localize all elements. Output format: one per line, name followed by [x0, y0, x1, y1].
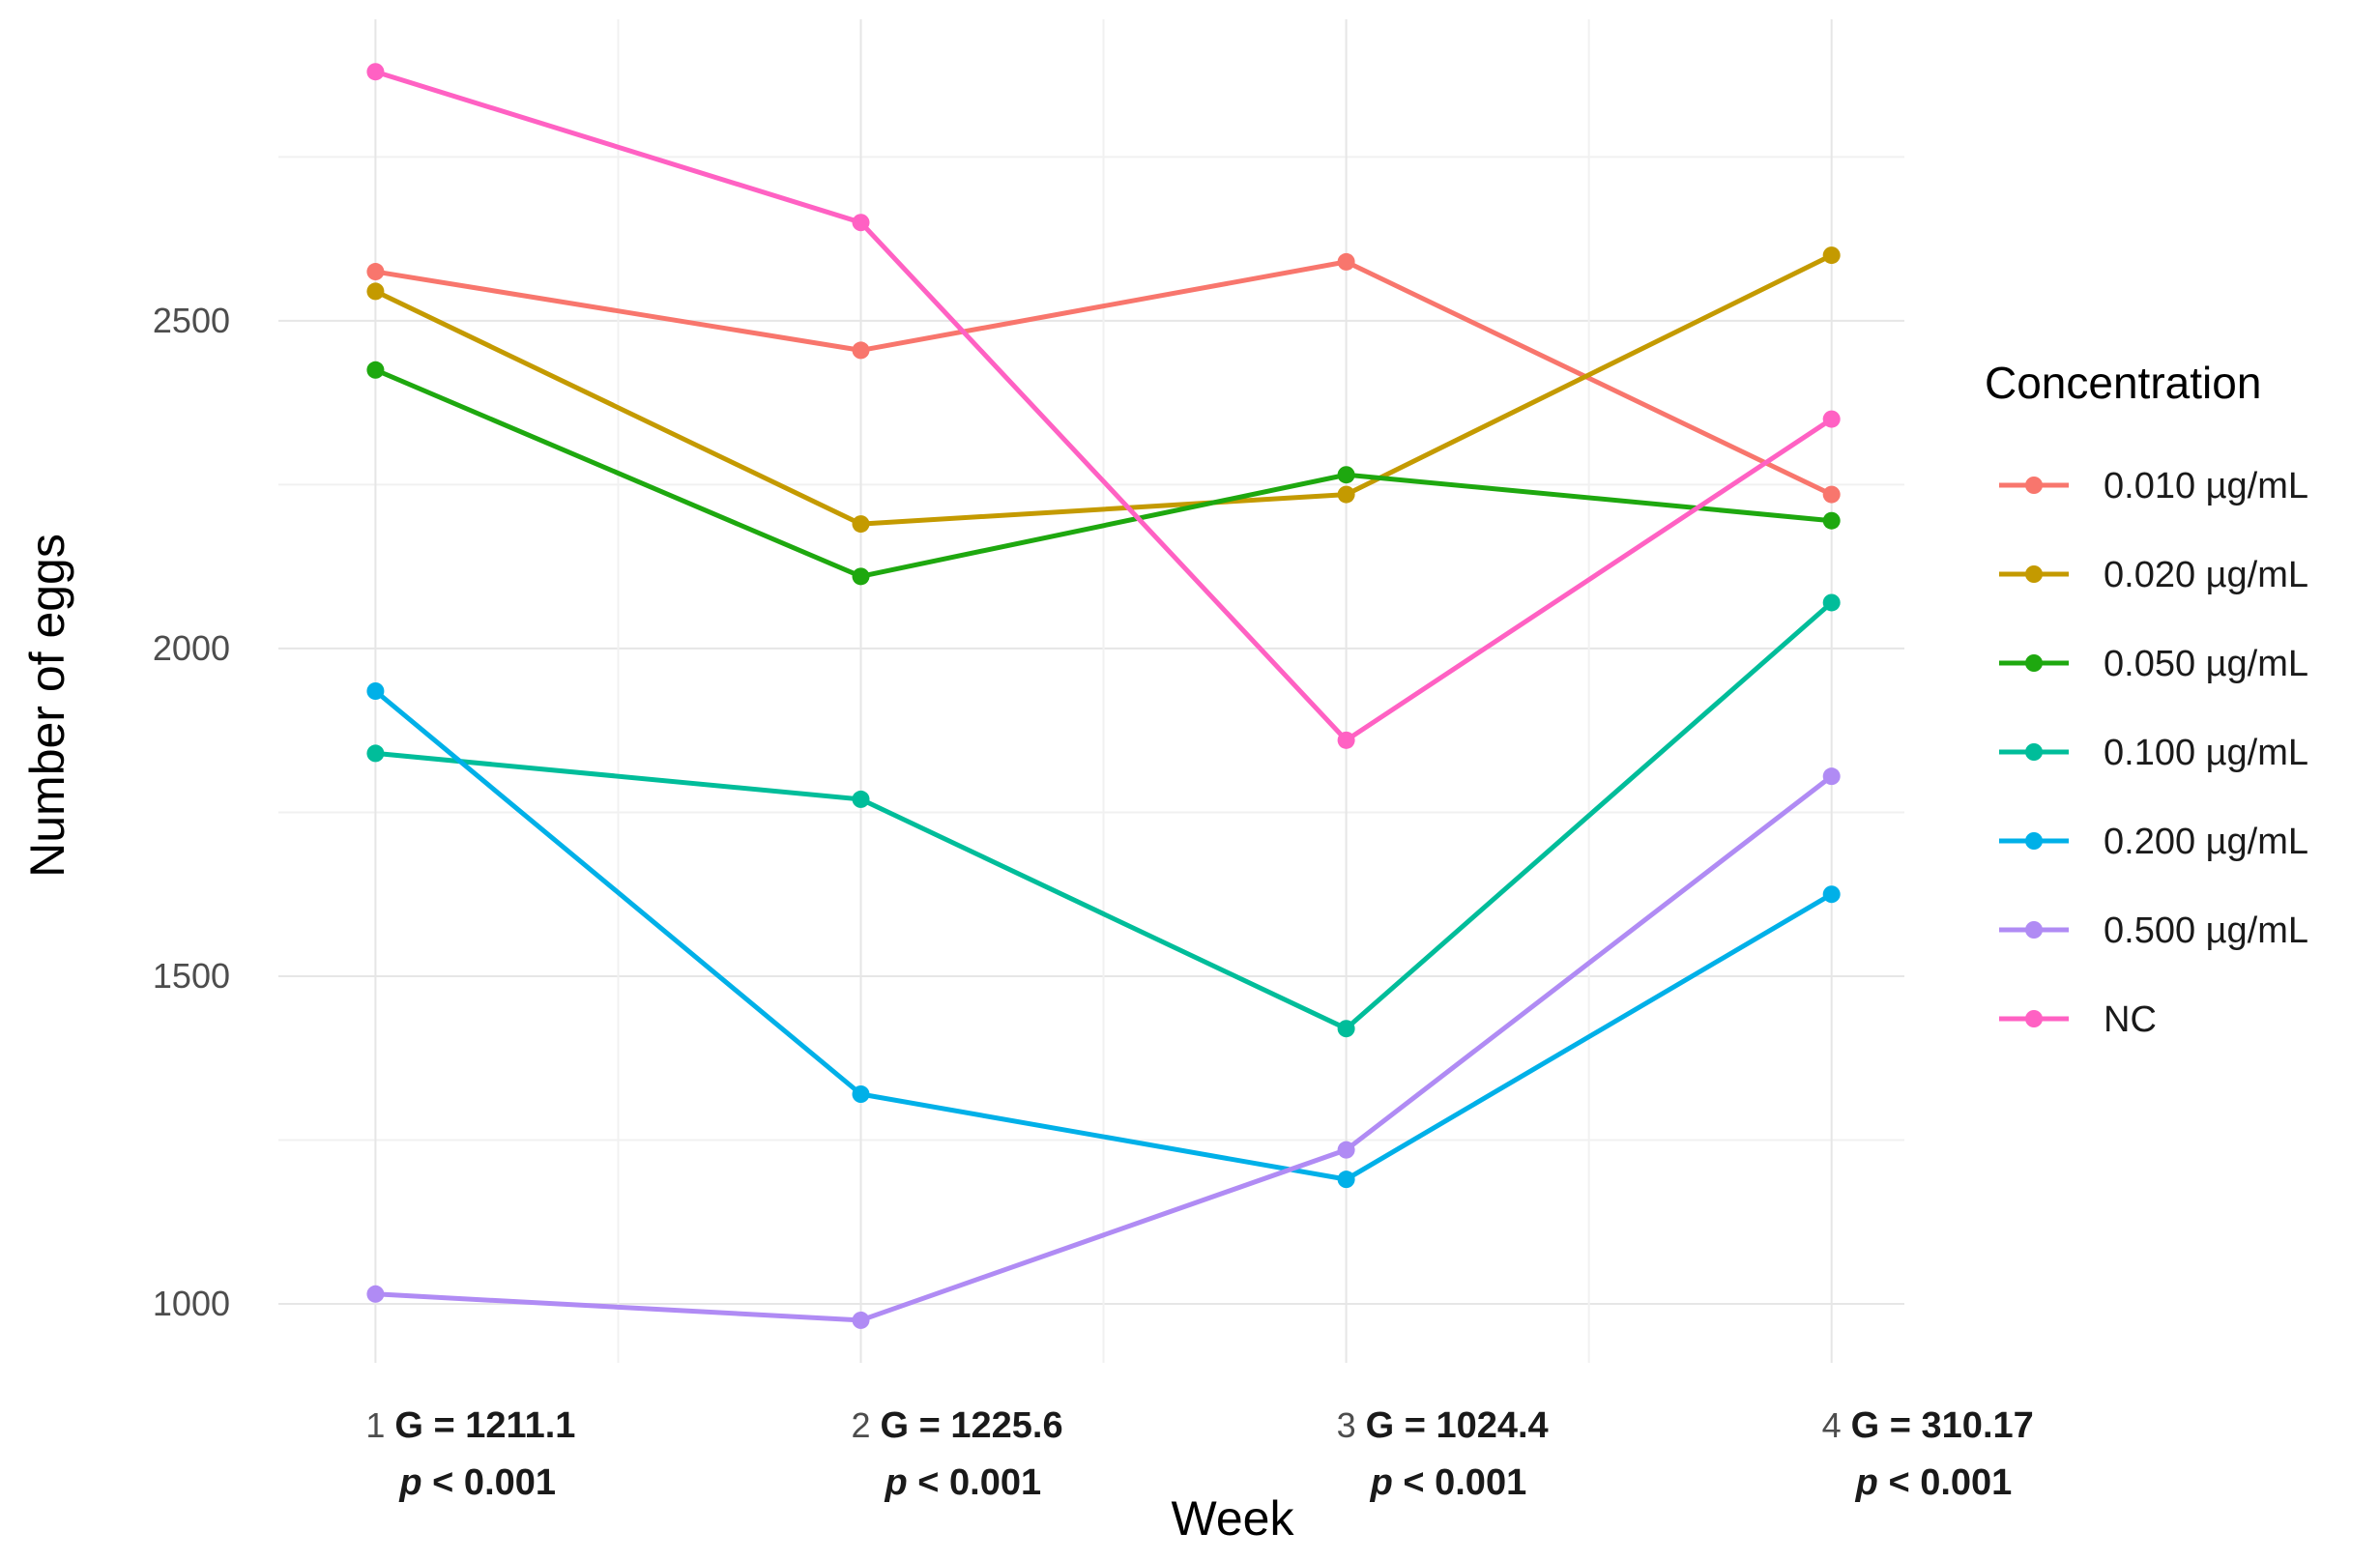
- y-tick-label: 1000: [153, 1284, 230, 1323]
- legend-key-point: [2025, 743, 2043, 761]
- week-p-value: p < 0.001: [1370, 1462, 1527, 1503]
- data-point: [366, 63, 385, 81]
- series-layer: [366, 63, 1841, 1329]
- grid-lines: [278, 19, 1904, 1363]
- data-point: [1822, 767, 1841, 786]
- legend-key: [1999, 1010, 2069, 1027]
- series-line: [374, 69, 1834, 743]
- x-tick-label: 3: [1337, 1405, 1356, 1445]
- p-value-text: < 0.001: [1393, 1462, 1526, 1503]
- data-point: [366, 361, 385, 379]
- legend-label: 0.020 µg/mL: [2104, 555, 2308, 595]
- legend-label: 0.050 µg/mL: [2104, 644, 2308, 684]
- legend-label: 0.010 µg/mL: [2104, 466, 2308, 506]
- data-point: [366, 1285, 385, 1303]
- data-point: [1822, 410, 1841, 428]
- legend-key-point: [2025, 832, 2043, 850]
- data-point: [1337, 466, 1355, 484]
- data-point: [1822, 593, 1841, 612]
- data-point: [852, 790, 870, 808]
- legend-key-point: [2025, 921, 2043, 939]
- legend-label: 0.200 µg/mL: [2104, 822, 2308, 862]
- legend-key: [1999, 921, 2069, 939]
- data-point: [1337, 252, 1355, 271]
- legend-key-point: [2025, 477, 2043, 494]
- p-symbol: p: [1370, 1462, 1393, 1503]
- p-symbol: p: [1855, 1462, 1878, 1503]
- x-tick-label: 4: [1822, 1405, 1842, 1445]
- legend-key-point: [2025, 565, 2043, 583]
- data-point: [852, 1311, 870, 1329]
- week-p-value: p < 0.001: [885, 1462, 1042, 1503]
- y-axis-title: Number of eggs: [20, 534, 74, 878]
- legend-label: NC: [2104, 999, 2157, 1040]
- week-p-value: p < 0.001: [1855, 1462, 2013, 1503]
- legend-key: [1999, 743, 2069, 761]
- p-value-text: < 0.001: [422, 1462, 556, 1503]
- data-point: [1337, 1141, 1355, 1159]
- y-axis-ticks: 1000 1500 2000 2500: [153, 301, 230, 1323]
- x-tick-label: 1: [365, 1405, 385, 1445]
- data-point: [1337, 485, 1355, 504]
- week-g-statistic: G = 1024.4: [1366, 1405, 1549, 1446]
- legend-key: [1999, 832, 2069, 850]
- data-point: [366, 282, 385, 301]
- x-tick-label: 2: [851, 1405, 870, 1445]
- data-point: [1337, 1171, 1355, 1189]
- week-g-statistic: G = 310.17: [1851, 1405, 2034, 1446]
- legend-label: 0.500 µg/mL: [2104, 911, 2308, 951]
- p-value-text: < 0.001: [908, 1462, 1041, 1503]
- legend-key-point: [2025, 654, 2043, 672]
- data-point: [852, 515, 870, 534]
- data-point: [1822, 485, 1841, 504]
- p-symbol: p: [398, 1462, 421, 1503]
- series-line: [375, 774, 1834, 1323]
- data-point: [1822, 885, 1841, 904]
- series-line: [375, 259, 1833, 497]
- week-g-statistic: G = 1225.6: [881, 1405, 1063, 1446]
- legend-key: [1999, 565, 2069, 583]
- data-point: [1822, 511, 1841, 530]
- legend-key-point: [2025, 1010, 2043, 1027]
- x-axis-title: Week: [1172, 1491, 1295, 1546]
- week-p-value: p < 0.001: [398, 1462, 556, 1503]
- p-value-text: < 0.001: [1878, 1462, 2012, 1503]
- y-tick-label: 1500: [153, 956, 230, 996]
- data-point: [1822, 246, 1841, 265]
- series-line: [373, 689, 1833, 1182]
- data-point: [852, 567, 870, 586]
- week-g-statistic: G = 1211.1: [394, 1405, 575, 1446]
- legend: Concentration 0.010 µg/mL 0.020 µg/mL 0.05…: [1985, 358, 2308, 1040]
- legend-title: Concentration: [1985, 358, 2261, 408]
- data-point: [1337, 731, 1355, 749]
- series-line: [374, 252, 1833, 527]
- data-point: [852, 1085, 870, 1103]
- series-line: [374, 367, 1832, 579]
- legend-key: [1999, 477, 2069, 494]
- data-point: [366, 744, 385, 763]
- data-point: [852, 214, 870, 232]
- y-tick-label: 2000: [153, 628, 230, 668]
- legend-label: 0.100 µg/mL: [2104, 733, 2308, 773]
- data-point: [366, 682, 385, 700]
- p-symbol: p: [885, 1462, 908, 1503]
- series-line: [375, 600, 1834, 1031]
- legend-key: [1999, 654, 2069, 672]
- y-tick-label: 2500: [153, 301, 230, 340]
- data-point: [366, 263, 385, 281]
- data-point: [1337, 1020, 1355, 1038]
- data-point: [852, 341, 870, 360]
